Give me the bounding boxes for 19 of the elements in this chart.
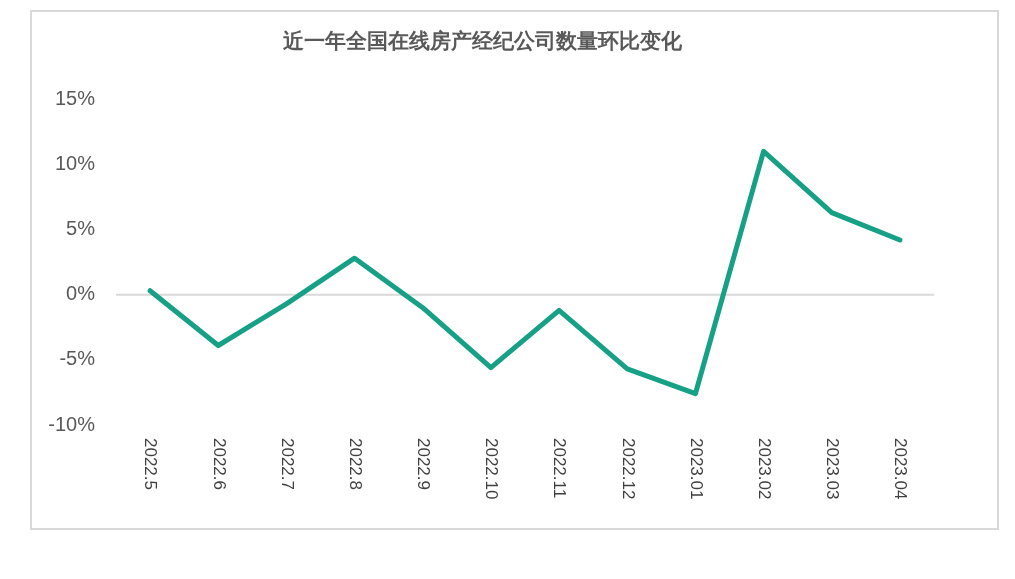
y-tick-label: -10% [48, 412, 96, 435]
x-tick-label: 2022.10 [482, 438, 502, 500]
y-tick-label: 10% [54, 151, 96, 174]
x-tick-label: 2022.12 [618, 438, 638, 500]
x-tick-label: 2023.01 [686, 438, 706, 500]
x-tick-label: 2022.5 [141, 438, 161, 490]
x-tick-label: 2022.11 [550, 438, 570, 499]
chart-title: 近一年全国在线房产经纪公司数量环比变化 [281, 29, 683, 53]
x-tick-label: 2022.6 [209, 438, 229, 490]
y-tick-label: 5% [66, 217, 96, 240]
x-tick-label: 2022.8 [345, 438, 365, 490]
x-tick-label: 2023.03 [823, 438, 843, 500]
y-tick-label: 15% [54, 86, 96, 109]
y-tick-label: -5% [59, 347, 96, 370]
y-tick-label: 0% [66, 282, 96, 305]
x-tick-label: 2022.9 [414, 438, 434, 490]
x-tick-label: 2023.02 [754, 438, 774, 500]
x-tick-label: 2022.7 [277, 438, 297, 490]
x-tick-label: 2023.04 [891, 438, 911, 500]
